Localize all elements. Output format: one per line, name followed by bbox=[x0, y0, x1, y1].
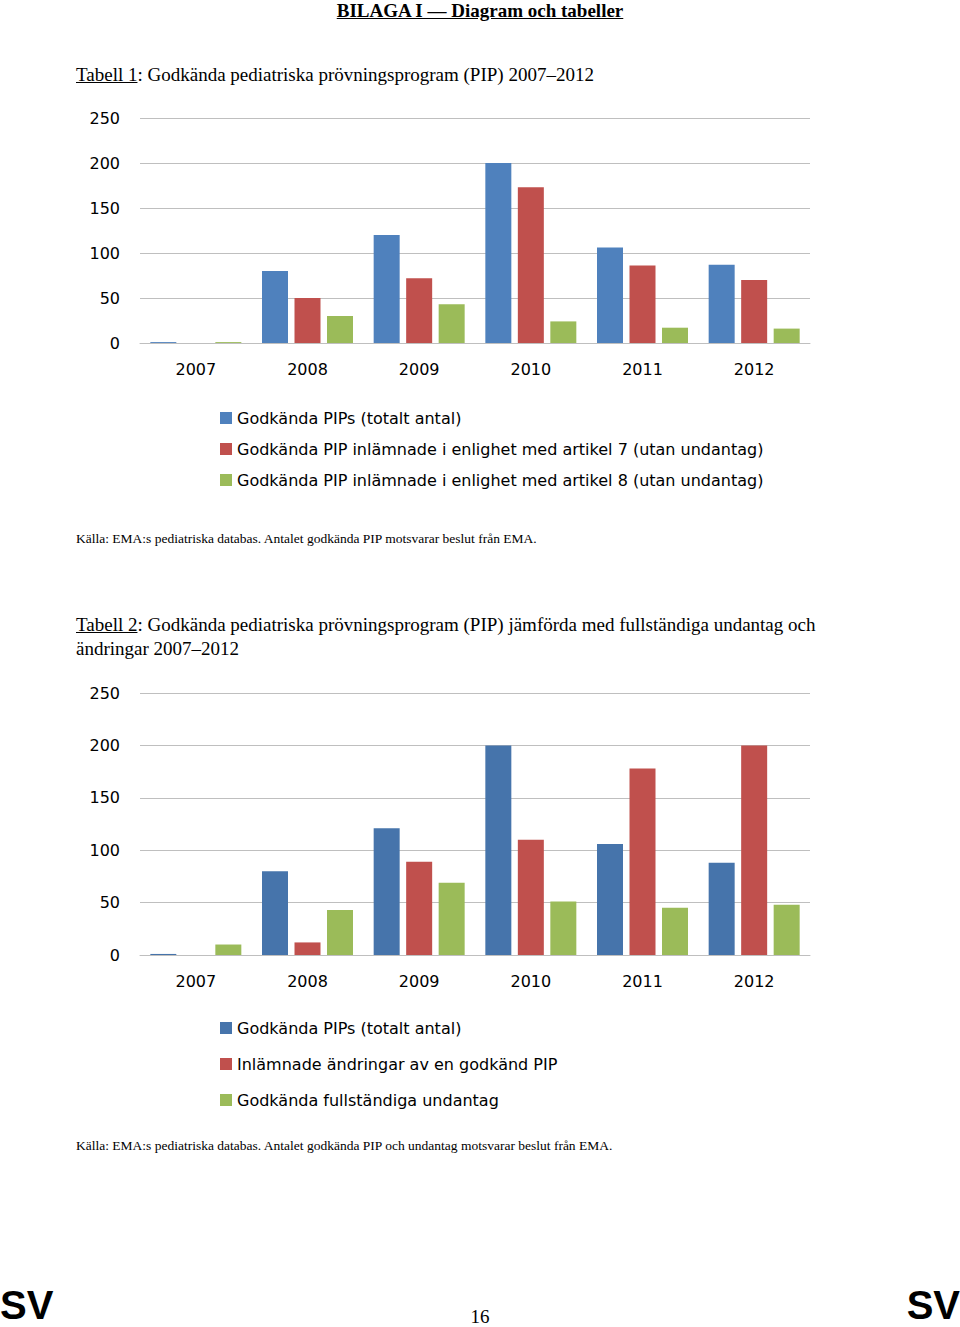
svg-text:250: 250 bbox=[89, 684, 120, 703]
svg-text:250: 250 bbox=[89, 109, 120, 128]
svg-text:2012: 2012 bbox=[734, 972, 775, 991]
svg-text:0: 0 bbox=[110, 946, 120, 965]
svg-text:2011: 2011 bbox=[622, 360, 663, 379]
svg-text:Godkända PIP inlämnade i enlig: Godkända PIP inlämnade i enlighet med ar… bbox=[237, 440, 763, 459]
svg-text:Godkända PIP inlämnade i enlig: Godkända PIP inlämnade i enlighet med ar… bbox=[237, 471, 763, 490]
svg-text:200: 200 bbox=[89, 736, 120, 755]
svg-text:2011: 2011 bbox=[622, 972, 663, 991]
html-text:BILAGA I — Diagram och tabelle: BILAGA I — Diagram och tabeller bbox=[336, 0, 624, 21]
svg-text:200: 200 bbox=[89, 154, 120, 173]
svg-text:Godkända PIPs (totalt antal): Godkända PIPs (totalt antal) bbox=[237, 1019, 461, 1038]
svg-text:2007: 2007 bbox=[175, 360, 216, 379]
html-text:16: 16 bbox=[470, 1306, 490, 1327]
svg-text:Godkända fullständiga undantag: Godkända fullständiga undantag bbox=[237, 1091, 499, 1110]
html-text:Källa: EMA:s pediatriska datab: Källa: EMA:s pediatriska databas. Antale… bbox=[76, 1138, 613, 1153]
svg-text:150: 150 bbox=[89, 788, 120, 807]
svg-text:0: 0 bbox=[110, 334, 120, 353]
svg-text:2009: 2009 bbox=[399, 360, 440, 379]
svg-text:2012: 2012 bbox=[734, 360, 775, 379]
svg-text:150: 150 bbox=[89, 199, 120, 218]
svg-text:2010: 2010 bbox=[510, 360, 551, 379]
svg-text:Godkända PIPs (totalt antal): Godkända PIPs (totalt antal) bbox=[237, 409, 461, 428]
svg-text:Inlämnade ändringar av en godk: Inlämnade ändringar av en godkänd PIP bbox=[237, 1055, 558, 1074]
html-text:Källa: EMA:s pediatriska datab: Källa: EMA:s pediatriska databas. Antale… bbox=[76, 531, 537, 546]
html-text:Tabell 2: Godkända pediatriska: Tabell 2: Godkända pediatriska prövnings… bbox=[76, 614, 816, 659]
svg-text:100: 100 bbox=[89, 841, 120, 860]
svg-text:2009: 2009 bbox=[399, 972, 440, 991]
svg-text:2010: 2010 bbox=[510, 972, 551, 991]
svg-text:100: 100 bbox=[89, 244, 120, 263]
svg-text:2008: 2008 bbox=[287, 360, 328, 379]
svg-text:50: 50 bbox=[100, 289, 120, 308]
html-text:SV: SV bbox=[906, 1283, 960, 1327]
html-text:Tabell 1: Godkända pediatriska: Tabell 1: Godkända pediatriska prövnings… bbox=[76, 64, 594, 85]
svg-text:2007: 2007 bbox=[175, 972, 216, 991]
svg-text:50: 50 bbox=[100, 893, 120, 912]
svg-text:2008: 2008 bbox=[287, 972, 328, 991]
html-text:SV: SV bbox=[0, 1283, 54, 1327]
